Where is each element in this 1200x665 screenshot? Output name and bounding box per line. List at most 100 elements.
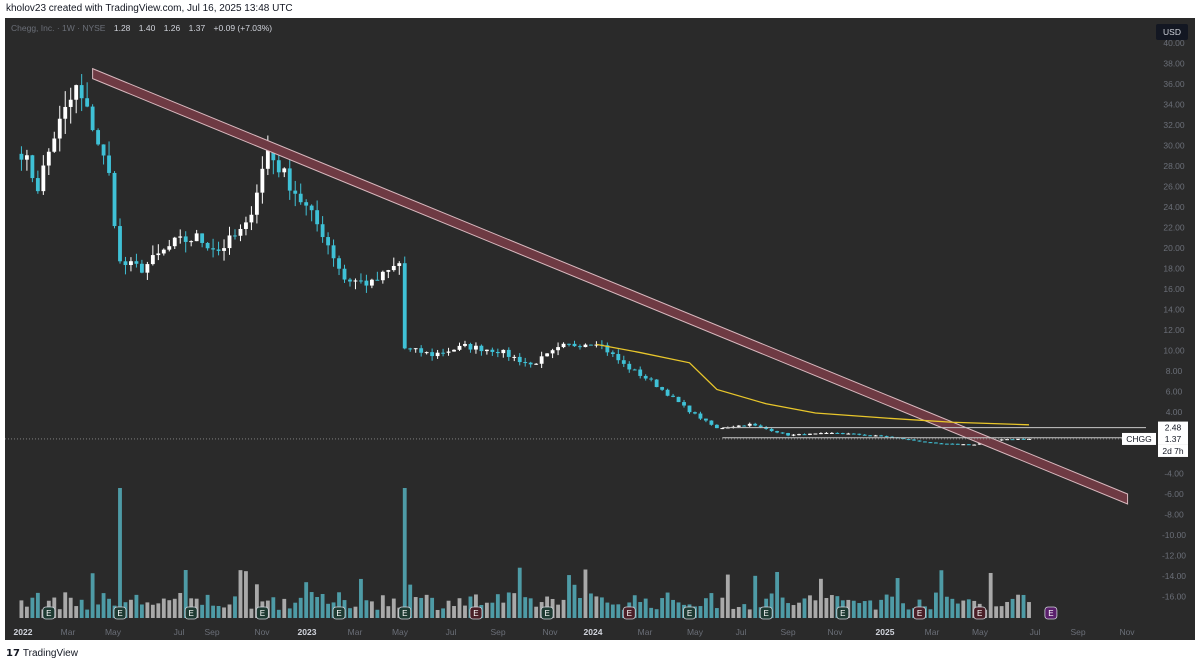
- candle[interactable]: [857, 433, 862, 436]
- candle[interactable]: [41, 155, 46, 195]
- candle[interactable]: [797, 433, 801, 436]
- candle[interactable]: [282, 167, 287, 178]
- candle[interactable]: [495, 348, 500, 358]
- candle[interactable]: [96, 128, 101, 146]
- candle[interactable]: [359, 273, 363, 284]
- horizontal-levels[interactable]: [5, 427, 1146, 440]
- candle[interactable]: [972, 444, 977, 446]
- candle[interactable]: [331, 239, 336, 267]
- candle[interactable]: [463, 340, 467, 348]
- candle[interactable]: [79, 74, 84, 112]
- candle[interactable]: [665, 388, 670, 397]
- candle[interactable]: [534, 363, 539, 365]
- candle[interactable]: [63, 91, 68, 134]
- candle[interactable]: [19, 146, 24, 171]
- candle[interactable]: [950, 443, 955, 445]
- earnings-marker[interactable]: E: [540, 606, 554, 620]
- candle[interactable]: [556, 342, 560, 356]
- candle[interactable]: [627, 361, 632, 373]
- candle[interactable]: [709, 420, 714, 426]
- candle[interactable]: [550, 348, 555, 359]
- candle[interactable]: [939, 442, 944, 445]
- candle[interactable]: [594, 341, 599, 348]
- candle[interactable]: [304, 199, 309, 216]
- candle[interactable]: [315, 200, 320, 232]
- candle[interactable]: [134, 253, 139, 268]
- currency-button[interactable]: USD: [1156, 24, 1188, 40]
- earnings-marker[interactable]: E: [332, 606, 346, 620]
- candle[interactable]: [693, 411, 697, 415]
- candle[interactable]: [933, 442, 938, 444]
- candle[interactable]: [353, 278, 358, 290]
- candle[interactable]: [380, 270, 385, 284]
- candle[interactable]: [222, 239, 226, 261]
- candle[interactable]: [408, 347, 413, 352]
- candle[interactable]: [813, 433, 818, 435]
- candle[interactable]: [589, 344, 593, 346]
- candle[interactable]: [567, 343, 571, 347]
- moving-average-line[interactable]: [596, 343, 1030, 426]
- candle[interactable]: [545, 353, 550, 357]
- candle[interactable]: [287, 155, 292, 200]
- candle[interactable]: [917, 440, 922, 442]
- candle[interactable]: [714, 424, 719, 429]
- candle[interactable]: [402, 256, 407, 350]
- candle[interactable]: [446, 347, 451, 356]
- candle[interactable]: [660, 386, 665, 391]
- candle[interactable]: [90, 104, 95, 132]
- legend-symbol[interactable]: Chegg, Inc. · 1W · NYSE: [11, 23, 106, 33]
- earnings-marker[interactable]: E: [683, 606, 696, 620]
- candle[interactable]: [824, 432, 829, 434]
- candle[interactable]: [68, 87, 73, 124]
- candle[interactable]: [742, 425, 747, 427]
- candle[interactable]: [293, 180, 298, 207]
- earnings-marker[interactable]: E: [913, 606, 926, 620]
- candle[interactable]: [424, 351, 429, 355]
- candle[interactable]: [1016, 438, 1020, 440]
- candle[interactable]: [216, 241, 221, 256]
- candle[interactable]: [474, 342, 478, 354]
- candle[interactable]: [775, 430, 780, 434]
- candle[interactable]: [337, 255, 341, 276]
- candle[interactable]: [260, 156, 265, 204]
- candle[interactable]: [244, 216, 248, 236]
- candle[interactable]: [145, 261, 150, 280]
- candle[interactable]: [391, 257, 396, 272]
- candle[interactable]: [572, 340, 577, 347]
- candle[interactable]: [205, 242, 210, 251]
- candle[interactable]: [238, 224, 243, 242]
- chart-panel[interactable]: 40.00 38.00 36.00 34.00 32.00 30.00 28.00 26.00…: [5, 18, 1195, 640]
- earnings-marker[interactable]: E: [836, 606, 850, 620]
- candle[interactable]: [851, 433, 856, 435]
- candle[interactable]: [879, 434, 884, 437]
- candle[interactable]: [200, 233, 205, 248]
- candle[interactable]: [435, 349, 440, 359]
- candle[interactable]: [342, 264, 347, 283]
- candle[interactable]: [846, 432, 851, 435]
- candle[interactable]: [227, 226, 232, 255]
- candle[interactable]: [233, 229, 237, 240]
- candle[interactable]: [944, 443, 949, 445]
- earnings-marker[interactable]: E: [398, 606, 412, 620]
- candle[interactable]: [452, 349, 456, 352]
- candle[interactable]: [808, 433, 812, 436]
- candle[interactable]: [375, 271, 380, 281]
- candle[interactable]: [791, 434, 796, 437]
- candle[interactable]: [769, 427, 774, 432]
- earnings-marker[interactable]: E: [622, 606, 636, 620]
- candle[interactable]: [52, 131, 57, 153]
- candle[interactable]: [183, 231, 188, 253]
- candle[interactable]: [468, 342, 473, 353]
- candle[interactable]: [682, 399, 686, 408]
- candle[interactable]: [413, 348, 418, 353]
- candle[interactable]: [671, 393, 675, 398]
- candle[interactable]: [194, 229, 199, 242]
- candle[interactable]: [955, 443, 960, 445]
- candle[interactable]: [578, 344, 582, 350]
- candle[interactable]: [101, 144, 106, 165]
- candle[interactable]: [490, 347, 495, 356]
- candle[interactable]: [118, 218, 122, 264]
- candle[interactable]: [928, 442, 933, 444]
- candle[interactable]: [107, 141, 111, 176]
- candle[interactable]: [189, 240, 194, 247]
